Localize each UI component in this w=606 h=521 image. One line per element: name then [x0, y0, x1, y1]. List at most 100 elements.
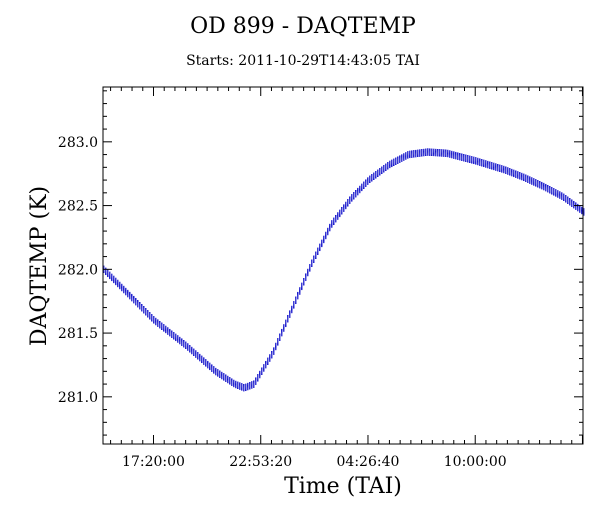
- data-point: [505, 171, 507, 173]
- data-point: [451, 154, 453, 156]
- data-point: [245, 386, 247, 388]
- data-point: [447, 156, 449, 158]
- data-point: [313, 260, 315, 262]
- data-point: [567, 200, 569, 202]
- data-point: [359, 188, 361, 190]
- data-point: [233, 380, 235, 382]
- data-point: [247, 384, 249, 386]
- data-point: [261, 371, 263, 373]
- x-axis: 17:20:00 22:53:20 04:26:40 10:00:00: [110, 87, 583, 470]
- data-point: [277, 340, 279, 342]
- data-point: [125, 291, 127, 293]
- data-point: [581, 213, 583, 215]
- data-point: [349, 201, 351, 203]
- data-point: [325, 234, 327, 236]
- data-point: [473, 156, 475, 158]
- data-point: [567, 198, 569, 200]
- data-point: [199, 360, 201, 362]
- data-point: [321, 243, 323, 245]
- data-point: [135, 297, 137, 299]
- data-point: [129, 292, 131, 294]
- data-point: [445, 152, 447, 154]
- data-point: [265, 363, 267, 365]
- data-point: [537, 180, 539, 182]
- data-point: [289, 310, 291, 312]
- data-point: [173, 337, 175, 339]
- data-point: [115, 277, 117, 279]
- data-point: [395, 161, 397, 163]
- data-point: [273, 348, 275, 350]
- data-point: [143, 312, 145, 314]
- data-point: [403, 157, 405, 159]
- data-point: [485, 161, 487, 163]
- data-point: [123, 290, 125, 292]
- data-point: [347, 204, 349, 206]
- data-point: [503, 170, 505, 172]
- data-point: [511, 171, 513, 173]
- data-point: [569, 199, 571, 201]
- data-point: [203, 357, 205, 359]
- data-point: [337, 218, 339, 220]
- data-point: [433, 150, 435, 152]
- data-point: [241, 388, 243, 390]
- data-point: [449, 150, 451, 152]
- data-point: [161, 326, 163, 328]
- data-point: [407, 156, 409, 158]
- data-point: [281, 334, 283, 336]
- data-point: [379, 173, 381, 175]
- data-point: [249, 386, 251, 388]
- data-point: [313, 256, 315, 258]
- data-point: [231, 378, 233, 380]
- data-point: [391, 161, 393, 163]
- data-point: [457, 153, 459, 155]
- data-point: [501, 171, 503, 173]
- data-point: [185, 343, 187, 345]
- data-point: [331, 223, 333, 225]
- data-point: [425, 149, 427, 151]
- data-point: [289, 312, 291, 314]
- data-point: [433, 148, 435, 150]
- data-point: [487, 163, 489, 165]
- data-point: [131, 298, 133, 300]
- data-point: [131, 294, 133, 296]
- data-point: [275, 347, 277, 349]
- data-point: [251, 384, 253, 386]
- data-point: [499, 165, 501, 167]
- data-point: [379, 168, 381, 170]
- data-point: [259, 370, 261, 372]
- data-point: [543, 189, 545, 191]
- data-point: [265, 362, 267, 364]
- data-point: [375, 176, 377, 178]
- data-point: [441, 149, 443, 151]
- data-point: [145, 310, 147, 312]
- data-point: [131, 300, 133, 302]
- data-point: [281, 328, 283, 330]
- data-point: [115, 284, 117, 286]
- data-point: [197, 352, 199, 354]
- data-point: [423, 148, 425, 150]
- data-point: [151, 316, 153, 318]
- data-point: [545, 190, 547, 192]
- data-point: [177, 341, 179, 343]
- data-point: [413, 152, 415, 154]
- data-point: [443, 150, 445, 152]
- data-point: [385, 166, 387, 168]
- data-point: [287, 320, 289, 322]
- data-point: [257, 380, 259, 382]
- data-point: [117, 286, 119, 288]
- data-point: [335, 217, 337, 219]
- data-point: [471, 160, 473, 162]
- data-point: [401, 156, 403, 158]
- data-point: [403, 158, 405, 160]
- data-point: [163, 326, 165, 328]
- data-point: [411, 150, 413, 152]
- data-point: [383, 168, 385, 170]
- data-point: [509, 169, 511, 171]
- data-point: [187, 348, 189, 350]
- data-point: [471, 157, 473, 159]
- data-point: [435, 155, 437, 157]
- data-point: [423, 154, 425, 156]
- data-point: [407, 154, 409, 156]
- data-point: [519, 177, 521, 179]
- data-point: [555, 192, 557, 194]
